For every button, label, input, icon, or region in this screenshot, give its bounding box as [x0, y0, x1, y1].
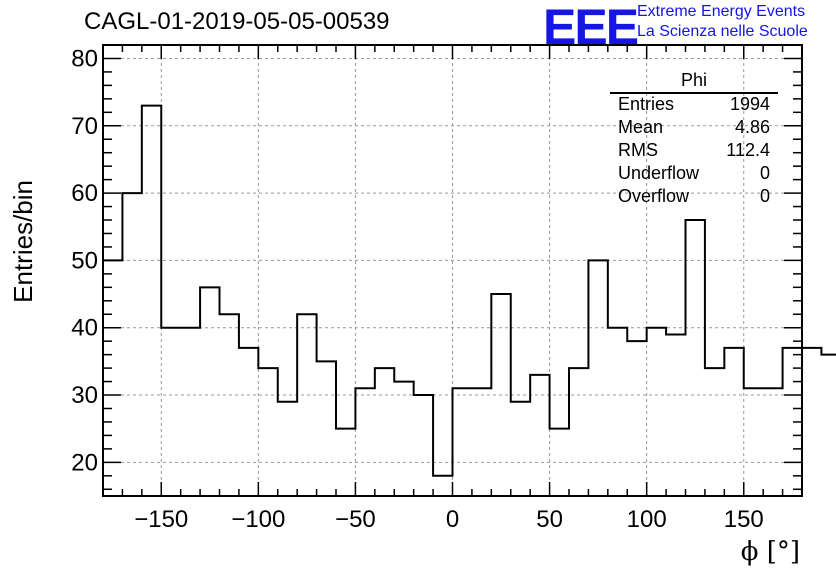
histogram-bin [453, 388, 472, 496]
stat-row-mean: Mean 4.86 [618, 117, 778, 140]
y-tick-label: 80 [71, 45, 98, 72]
histogram-bin [627, 341, 646, 496]
histogram-bin [472, 388, 491, 496]
x-axis-label: ϕ [°] [741, 537, 800, 567]
histogram-bin [336, 429, 355, 496]
histogram-bin [142, 106, 161, 496]
histogram-bin [317, 361, 336, 496]
stat-row-underflow: Underflow 0 [618, 163, 778, 186]
x-tick-label: 50 [536, 506, 563, 533]
x-tick-label: 100 [627, 506, 667, 533]
x-tick-label: −50 [335, 506, 376, 533]
y-tick-label: 50 [71, 247, 98, 274]
y-tick-label: 30 [71, 382, 98, 409]
histogram-bin [394, 382, 413, 496]
stat-value: 0 [759, 163, 770, 183]
eee-logo: EEE [543, 0, 639, 55]
histogram-outline [103, 104, 836, 477]
stat-key: Entries [618, 94, 675, 114]
y-tick-label: 60 [71, 180, 98, 207]
x-tick-label: 0 [446, 506, 459, 533]
histogram-bin [122, 193, 141, 496]
histogram-bin [511, 402, 530, 496]
histogram-bin [355, 388, 374, 496]
tick-labels: −150 −100 −50 0 50 100 150 20 30 40 50 60 70 80 [71, 45, 763, 533]
histogram-bin [744, 388, 763, 496]
x-tick-label: −150 [134, 506, 188, 533]
histogram-bin [608, 328, 627, 496]
histogram-bin [530, 375, 549, 496]
histogram-bin [686, 220, 705, 496]
histogram-bin [414, 395, 433, 496]
histogram-bin [647, 328, 666, 496]
grid-lines [103, 45, 802, 496]
histogram-bin [220, 314, 239, 496]
histogram-bin [705, 368, 724, 496]
stat-key: RMS [618, 140, 658, 160]
y-tick-label: 40 [71, 315, 98, 342]
histogram-bin [491, 294, 510, 496]
x-tick-label: 150 [724, 506, 764, 533]
histogram-bin [239, 348, 258, 496]
stat-row-entries: Entries 1994 [618, 94, 778, 117]
y-tick-label: 20 [71, 449, 98, 476]
histogram-bin [588, 260, 607, 496]
stat-key: Underflow [618, 163, 700, 183]
histogram-bin [724, 348, 743, 496]
histogram-bin [375, 368, 394, 496]
histogram-bin [297, 314, 316, 496]
stat-value: 4.86 [734, 117, 770, 137]
axis-ticks [102, 44, 803, 496]
histogram-bin [802, 348, 821, 496]
stat-key: Overflow [618, 186, 690, 206]
x-tick-label: −100 [231, 506, 285, 533]
stat-row-overflow: Overflow 0 [618, 186, 778, 209]
stat-value: 0 [759, 186, 770, 206]
histogram-bin [103, 260, 122, 496]
histogram-bin [666, 334, 685, 496]
logo-line-2: La Scienza nelle Scuole [637, 23, 808, 40]
histogram-bins [103, 104, 836, 496]
logo-line-1: Extreme Energy Events [637, 3, 806, 20]
histogram-bin [763, 388, 782, 496]
histogram-bin [569, 368, 588, 496]
stat-value: 112.4 [726, 140, 770, 160]
histogram-bin [278, 402, 297, 496]
histogram-bin [161, 328, 180, 496]
histogram-bin [433, 476, 452, 496]
histogram-bin [550, 429, 569, 496]
stat-key: Mean [618, 117, 664, 137]
histogram-bin [200, 287, 219, 496]
histogram-bin [181, 328, 200, 496]
y-axis-label: Entries/bin [8, 180, 38, 303]
y-tick-label: 70 [71, 113, 98, 140]
histogram-bin [258, 368, 277, 496]
histogram-bin [821, 355, 836, 496]
stats-title: Phi [610, 70, 778, 94]
stat-row-rms: RMS 112.4 [618, 140, 778, 163]
stat-value: 1994 [729, 94, 770, 114]
chart-title: CAGL-01-2019-05-05-00539 [84, 8, 390, 35]
